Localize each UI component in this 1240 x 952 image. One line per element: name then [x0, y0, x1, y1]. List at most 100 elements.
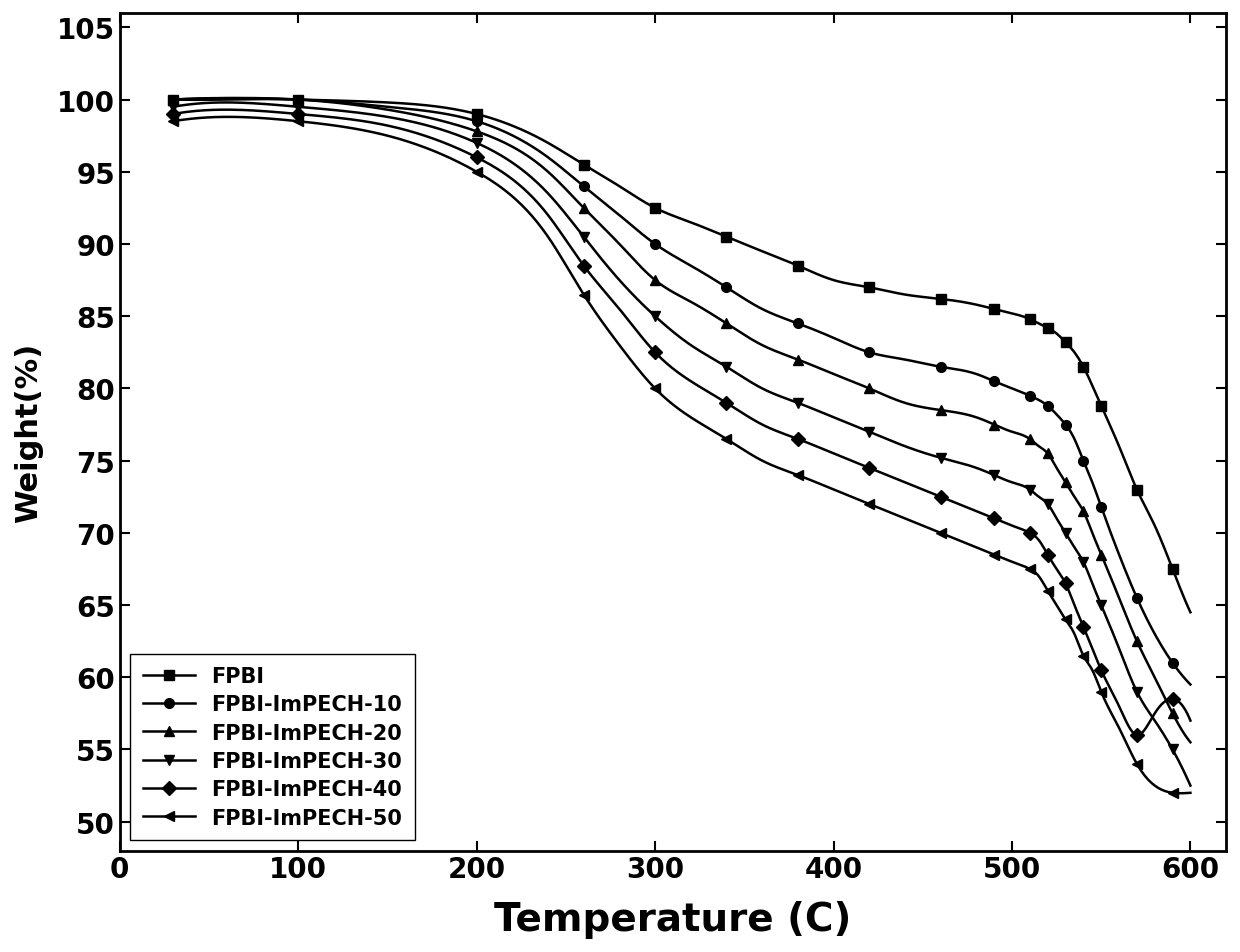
FPBI: [647, 203, 662, 214]
FPBI-ImPECH-30: [1058, 527, 1073, 539]
Line: FPBI-ImPECH-40: FPBI-ImPECH-40: [169, 110, 1178, 740]
FPBI-ImPECH-50: [166, 116, 181, 128]
FPBI-ImPECH-10: [290, 95, 305, 107]
FPBI-ImPECH-50: [577, 289, 591, 301]
FPBI-ImPECH-40: [166, 109, 181, 121]
FPBI-ImPECH-30: [1094, 600, 1109, 611]
FPBI-ImPECH-50: [1130, 759, 1145, 770]
FPBI-ImPECH-20: [1058, 477, 1073, 488]
FPBI-ImPECH-30: [469, 138, 484, 149]
FPBI-ImPECH-50: [1166, 787, 1180, 799]
Y-axis label: Weight(%): Weight(%): [14, 343, 43, 523]
FPBI: [469, 109, 484, 121]
FPBI-ImPECH-20: [290, 95, 305, 107]
FPBI-ImPECH-40: [987, 513, 1002, 525]
FPBI-ImPECH-40: [1076, 622, 1091, 633]
FPBI-ImPECH-40: [862, 463, 877, 474]
FPBI-ImPECH-10: [719, 283, 734, 294]
FPBI-ImPECH-30: [862, 426, 877, 438]
FPBI-ImPECH-10: [1058, 420, 1073, 431]
FPBI-ImPECH-30: [166, 102, 181, 113]
FPBI-ImPECH-40: [647, 347, 662, 359]
Legend: FPBI, FPBI-ImPECH-10, FPBI-ImPECH-20, FPBI-ImPECH-30, FPBI-ImPECH-40, FPBI-ImPEC: FPBI, FPBI-ImPECH-10, FPBI-ImPECH-20, FP…: [130, 654, 415, 841]
FPBI-ImPECH-10: [647, 239, 662, 250]
FPBI-ImPECH-40: [1058, 578, 1073, 589]
FPBI-ImPECH-10: [469, 116, 484, 128]
FPBI-ImPECH-40: [1023, 527, 1038, 539]
FPBI: [987, 304, 1002, 315]
FPBI-ImPECH-20: [1076, 506, 1091, 517]
FPBI: [934, 294, 949, 306]
Line: FPBI: FPBI: [169, 95, 1178, 574]
FPBI: [1166, 564, 1180, 575]
FPBI: [577, 160, 591, 171]
FPBI: [1076, 362, 1091, 373]
FPBI-ImPECH-10: [862, 347, 877, 359]
FPBI-ImPECH-30: [987, 470, 1002, 482]
FPBI-ImPECH-30: [577, 231, 591, 243]
FPBI-ImPECH-10: [1076, 455, 1091, 466]
FPBI-ImPECH-10: [934, 362, 949, 373]
FPBI-ImPECH-20: [577, 203, 591, 214]
FPBI-ImPECH-10: [577, 181, 591, 192]
FPBI-ImPECH-50: [862, 499, 877, 510]
FPBI-ImPECH-10: [166, 95, 181, 107]
FPBI-ImPECH-50: [790, 470, 805, 482]
FPBI-ImPECH-20: [1166, 708, 1180, 720]
FPBI-ImPECH-30: [790, 398, 805, 409]
FPBI-ImPECH-40: [934, 491, 949, 503]
FPBI-ImPECH-20: [987, 420, 1002, 431]
FPBI: [166, 95, 181, 107]
FPBI-ImPECH-10: [1040, 401, 1055, 412]
FPBI-ImPECH-50: [987, 549, 1002, 561]
FPBI-ImPECH-30: [1166, 744, 1180, 755]
FPBI: [1040, 323, 1055, 334]
FPBI: [790, 261, 805, 272]
FPBI-ImPECH-50: [1040, 585, 1055, 597]
FPBI-ImPECH-50: [647, 384, 662, 395]
FPBI-ImPECH-50: [934, 527, 949, 539]
FPBI-ImPECH-40: [1166, 693, 1180, 704]
FPBI: [862, 283, 877, 294]
FPBI-ImPECH-30: [1023, 485, 1038, 496]
FPBI-ImPECH-30: [1040, 499, 1055, 510]
FPBI-ImPECH-30: [1076, 556, 1091, 567]
FPBI-ImPECH-40: [1040, 549, 1055, 561]
Line: FPBI-ImPECH-10: FPBI-ImPECH-10: [169, 95, 1178, 668]
FPBI-ImPECH-40: [1094, 664, 1109, 676]
Line: FPBI-ImPECH-20: FPBI-ImPECH-20: [169, 95, 1178, 719]
FPBI-ImPECH-50: [1023, 564, 1038, 575]
FPBI: [290, 95, 305, 107]
FPBI: [1094, 401, 1109, 412]
FPBI-ImPECH-20: [790, 354, 805, 366]
FPBI-ImPECH-50: [469, 167, 484, 178]
FPBI-ImPECH-30: [934, 452, 949, 464]
FPBI-ImPECH-40: [719, 398, 734, 409]
FPBI-ImPECH-50: [1058, 614, 1073, 625]
FPBI-ImPECH-20: [719, 318, 734, 329]
FPBI: [1023, 314, 1038, 326]
FPBI-ImPECH-10: [1094, 502, 1109, 513]
FPBI-ImPECH-10: [790, 318, 805, 329]
FPBI: [1058, 337, 1073, 348]
FPBI-ImPECH-10: [1166, 658, 1180, 669]
FPBI-ImPECH-20: [1094, 549, 1109, 561]
FPBI-ImPECH-30: [1130, 686, 1145, 698]
FPBI-ImPECH-20: [469, 127, 484, 138]
FPBI-ImPECH-30: [290, 102, 305, 113]
FPBI-ImPECH-30: [647, 311, 662, 323]
FPBI-ImPECH-40: [469, 152, 484, 164]
FPBI-ImPECH-10: [1130, 592, 1145, 604]
FPBI-ImPECH-10: [987, 376, 1002, 387]
FPBI-ImPECH-20: [862, 384, 877, 395]
Line: FPBI-ImPECH-50: FPBI-ImPECH-50: [169, 117, 1178, 798]
FPBI-ImPECH-50: [290, 116, 305, 128]
FPBI-ImPECH-20: [647, 275, 662, 287]
FPBI-ImPECH-30: [719, 362, 734, 373]
Line: FPBI-ImPECH-30: FPBI-ImPECH-30: [169, 103, 1178, 755]
FPBI-ImPECH-40: [790, 434, 805, 446]
FPBI-ImPECH-20: [934, 405, 949, 416]
FPBI-ImPECH-20: [1023, 434, 1038, 446]
FPBI-ImPECH-50: [1094, 686, 1109, 698]
FPBI-ImPECH-50: [719, 434, 734, 446]
